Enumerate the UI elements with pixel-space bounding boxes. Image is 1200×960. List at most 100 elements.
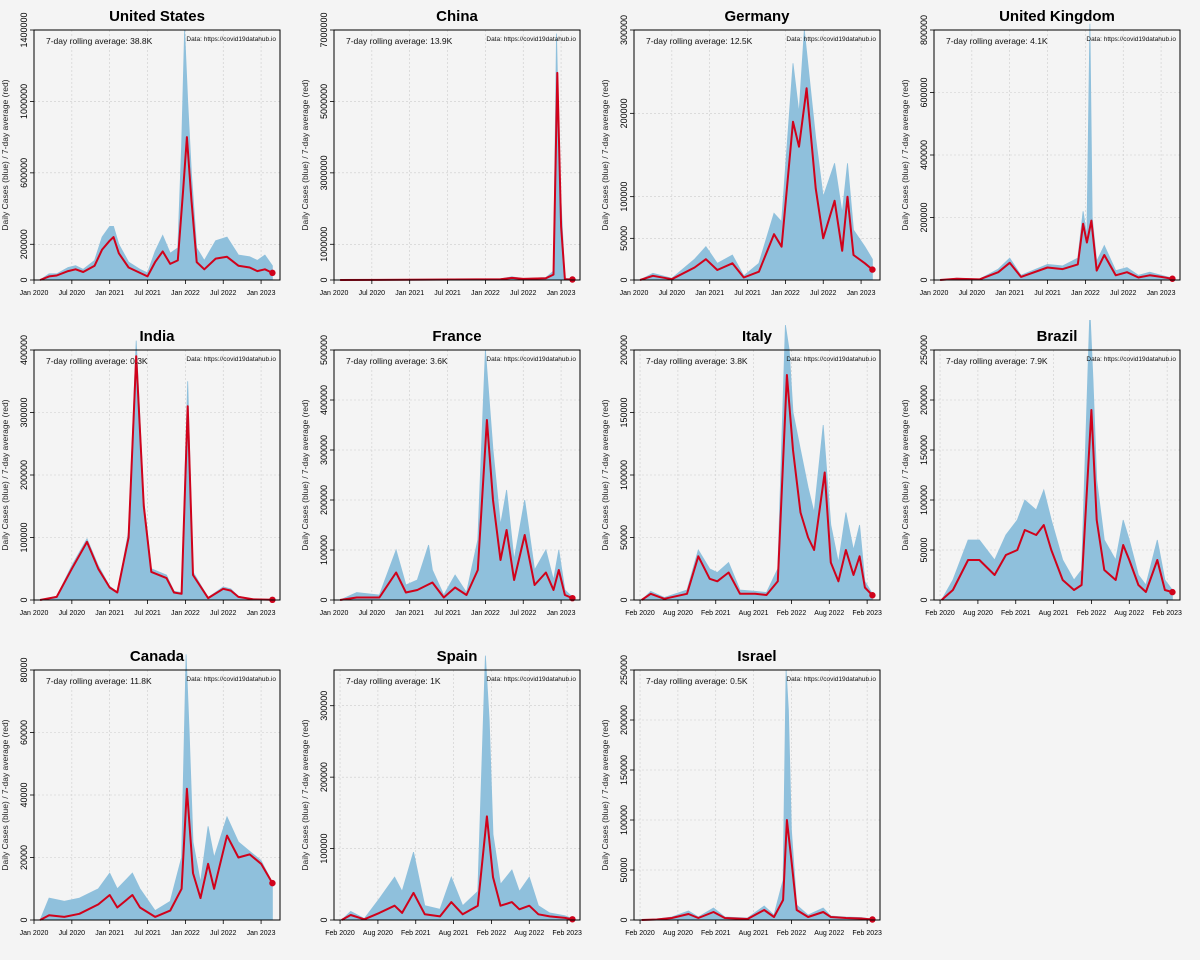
- y-tick-label: 500000: [319, 335, 329, 365]
- x-tick-label: Jul 2020: [659, 290, 686, 297]
- latest-value-marker: [1169, 588, 1176, 596]
- rolling-average-line: [641, 819, 873, 921]
- y-tick-label: 150000: [619, 397, 629, 427]
- x-tick-label: Jul 2022: [210, 930, 237, 937]
- y-tick-label: 200000: [919, 385, 929, 415]
- x-tick-label: Feb 2023: [552, 930, 582, 937]
- rolling-average-annotation: 7-day rolling average: 1K: [346, 676, 441, 686]
- x-tick-label: Jan 2022: [171, 930, 200, 937]
- y-tick-label: 0: [619, 597, 629, 602]
- x-tick-label: Jan 2021: [395, 610, 424, 617]
- x-tick-label: Jul 2021: [1034, 290, 1061, 297]
- y-tick-label: 200000: [919, 202, 929, 232]
- y-tick-label: 100000: [19, 522, 29, 552]
- y-tick-label: 60000: [19, 720, 29, 745]
- y-tick-label: 1400000: [19, 12, 29, 47]
- chart-panel: Canada Daily Cases (blue) / 7-day average…: [0, 648, 281, 937]
- x-tick-label: Jan 2020: [20, 930, 49, 937]
- y-tick-label: 200000: [19, 229, 29, 259]
- rolling-average-line: [39, 136, 273, 281]
- y-axis-label: Daily Cases (blue) / 7-day average (red): [300, 719, 310, 870]
- x-tick-label: Jul 2021: [134, 930, 161, 937]
- y-tick-label: 600000: [919, 77, 929, 107]
- chart-panel: United Kingdom Daily Cases (blue) / 7-day…: [900, 8, 1181, 297]
- chart-panel: Spain Daily Cases (blue) / 7-day average …: [300, 648, 582, 937]
- data-source-note: Data: https://covid19datahub.io: [786, 36, 876, 43]
- y-tick-label: 600000: [19, 158, 29, 188]
- y-tick-label: 1000000: [19, 84, 29, 119]
- y-tick-label: 0: [619, 277, 629, 282]
- plot-frame: [633, 669, 881, 921]
- y-tick-label: 0: [919, 277, 929, 282]
- rolling-average-annotation: 7-day rolling average: 4.1K: [946, 36, 1048, 46]
- x-tick-label: Jan 2020: [20, 290, 49, 297]
- daily-cases-area: [341, 655, 573, 921]
- x-tick-label: Feb 2022: [1077, 610, 1107, 617]
- x-tick-label: Feb 2020: [325, 930, 355, 937]
- chart-title: Spain: [437, 648, 478, 665]
- data-source-note: Data: https://covid19datahub.io: [186, 356, 276, 363]
- y-tick-label: 100000: [619, 182, 629, 212]
- data-source-note: Data: https://covid19datahub.io: [786, 356, 876, 363]
- y-tick-label: 250000: [619, 655, 629, 685]
- y-tick-label: 400000: [19, 335, 29, 365]
- x-tick-label: Jul 2021: [734, 290, 761, 297]
- daily-cases-area: [339, 349, 573, 601]
- y-axis-label: Daily Cases (blue) / 7-day average (red): [900, 79, 910, 230]
- x-tick-label: Jan 2021: [695, 290, 724, 297]
- rolling-average-line: [340, 71, 573, 281]
- y-tick-label: 200000: [619, 335, 629, 365]
- daily-cases-area: [40, 340, 273, 601]
- x-tick-label: Jan 2022: [171, 290, 200, 297]
- x-tick-label: Jul 2020: [59, 610, 86, 617]
- x-tick-label: Jan 2020: [320, 610, 349, 617]
- y-tick-label: 80000: [19, 657, 29, 682]
- x-tick-label: Feb 2022: [777, 930, 807, 937]
- y-tick-label: 5000000: [319, 84, 329, 119]
- y-axis-label: Daily Cases (blue) / 7-day average (red): [0, 399, 10, 550]
- plot-frame: [333, 349, 581, 601]
- y-tick-label: 50000: [619, 857, 629, 882]
- chart-title: Germany: [724, 8, 790, 25]
- x-tick-label: Jan 2020: [320, 290, 349, 297]
- y-tick-label: 40000: [19, 782, 29, 807]
- y-tick-label: 400000: [319, 385, 329, 415]
- y-tick-label: 200000: [319, 485, 329, 515]
- latest-value-marker: [869, 592, 876, 599]
- rolling-average-annotation: 7-day rolling average: 12.5K: [646, 36, 753, 46]
- x-tick-label: Jul 2020: [959, 290, 986, 297]
- x-tick-label: Jan 2022: [471, 610, 500, 617]
- x-tick-label: Jan 2022: [1071, 290, 1100, 297]
- y-tick-label: 0: [319, 597, 329, 602]
- rolling-average-annotation: 7-day rolling average: 38.8K: [46, 36, 153, 46]
- daily-cases-area: [641, 324, 873, 601]
- x-tick-label: Aug 2022: [1114, 610, 1144, 617]
- x-tick-label: Jan 2023: [547, 610, 576, 617]
- plot-frame: [33, 29, 281, 281]
- rolling-average-annotation: 7-day rolling average: 13.9K: [346, 36, 453, 46]
- chart-title: China: [436, 8, 478, 25]
- x-tick-label: Jul 2020: [359, 290, 386, 297]
- x-tick-label: Jul 2020: [59, 930, 86, 937]
- x-tick-label: Jan 2021: [995, 290, 1024, 297]
- x-tick-label: Jan 2022: [471, 290, 500, 297]
- x-tick-label: Jan 2020: [620, 290, 649, 297]
- y-tick-label: 100000: [619, 805, 629, 835]
- y-tick-label: 150000: [919, 435, 929, 465]
- daily-cases-area: [39, 29, 273, 281]
- daily-cases-area: [39, 654, 273, 921]
- data-source-note: Data: https://covid19datahub.io: [186, 676, 276, 683]
- latest-value-marker: [1169, 275, 1176, 282]
- x-tick-label: Jan 2021: [95, 930, 124, 937]
- x-tick-label: Jan 2020: [920, 290, 949, 297]
- x-tick-label: Jan 2020: [20, 610, 49, 617]
- x-tick-label: Feb 2020: [925, 610, 955, 617]
- y-tick-label: 300000: [319, 691, 329, 721]
- y-tick-label: 100000: [619, 460, 629, 490]
- y-axis-label: Daily Cases (blue) / 7-day average (red): [300, 79, 310, 230]
- x-tick-label: Feb 2021: [701, 610, 731, 617]
- x-tick-label: Feb 2021: [1001, 610, 1031, 617]
- chart-panel: India Daily Cases (blue) / 7-day average …: [0, 328, 281, 617]
- y-tick-label: 150000: [619, 755, 629, 785]
- chart-panel: France Daily Cases (blue) / 7-day average…: [300, 328, 581, 617]
